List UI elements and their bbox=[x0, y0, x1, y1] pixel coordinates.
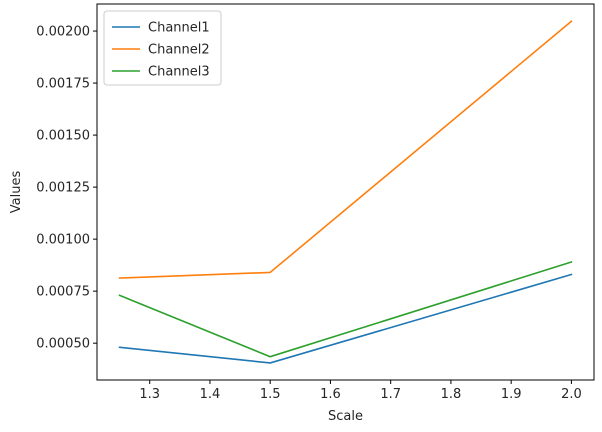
x-axis-label: Scale bbox=[328, 409, 363, 424]
x-tick-label: 1.5 bbox=[260, 387, 281, 402]
series-line-1 bbox=[118, 273, 573, 364]
legend-label-3: Channel3 bbox=[148, 65, 210, 80]
x-tick-label: 1.4 bbox=[200, 387, 221, 402]
x-tick-label: 2.0 bbox=[561, 387, 582, 402]
y-axis-ticks: 0.00050 0.00075 0.00100 0.00125 0.00150 0.001… bbox=[36, 25, 97, 352]
x-tick-label: 1.9 bbox=[501, 387, 522, 402]
series-line-3 bbox=[118, 261, 573, 358]
legend: Channel1 Channel2 Channel3 bbox=[103, 10, 222, 86]
x-tick-label: 1.3 bbox=[139, 387, 160, 402]
y-tick-label: 0.00150 bbox=[36, 129, 90, 144]
series-layer bbox=[118, 20, 573, 364]
y-axis-label: Values bbox=[9, 171, 24, 214]
y-tick-label: 0.00050 bbox=[36, 337, 90, 352]
y-tick-label: 0.00200 bbox=[36, 25, 90, 40]
y-tick-label: 0.00125 bbox=[36, 181, 90, 196]
y-tick-label: 0.00075 bbox=[36, 285, 90, 300]
legend-label-1: Channel1 bbox=[148, 21, 210, 36]
x-tick-label: 1.8 bbox=[441, 387, 462, 402]
y-tick-label: 0.00100 bbox=[36, 233, 90, 248]
legend-frame bbox=[103, 10, 222, 86]
x-tick-label: 1.7 bbox=[380, 387, 401, 402]
legend-label-2: Channel2 bbox=[148, 43, 210, 58]
y-tick-label: 0.00175 bbox=[36, 77, 90, 92]
series-line-2 bbox=[118, 20, 573, 279]
plot-frame bbox=[96, 3, 595, 381]
x-axis-ticks: 1.3 1.4 1.5 1.6 1.7 1.8 1.9 2.0 bbox=[139, 380, 582, 402]
x-tick-label: 1.6 bbox=[320, 387, 341, 402]
